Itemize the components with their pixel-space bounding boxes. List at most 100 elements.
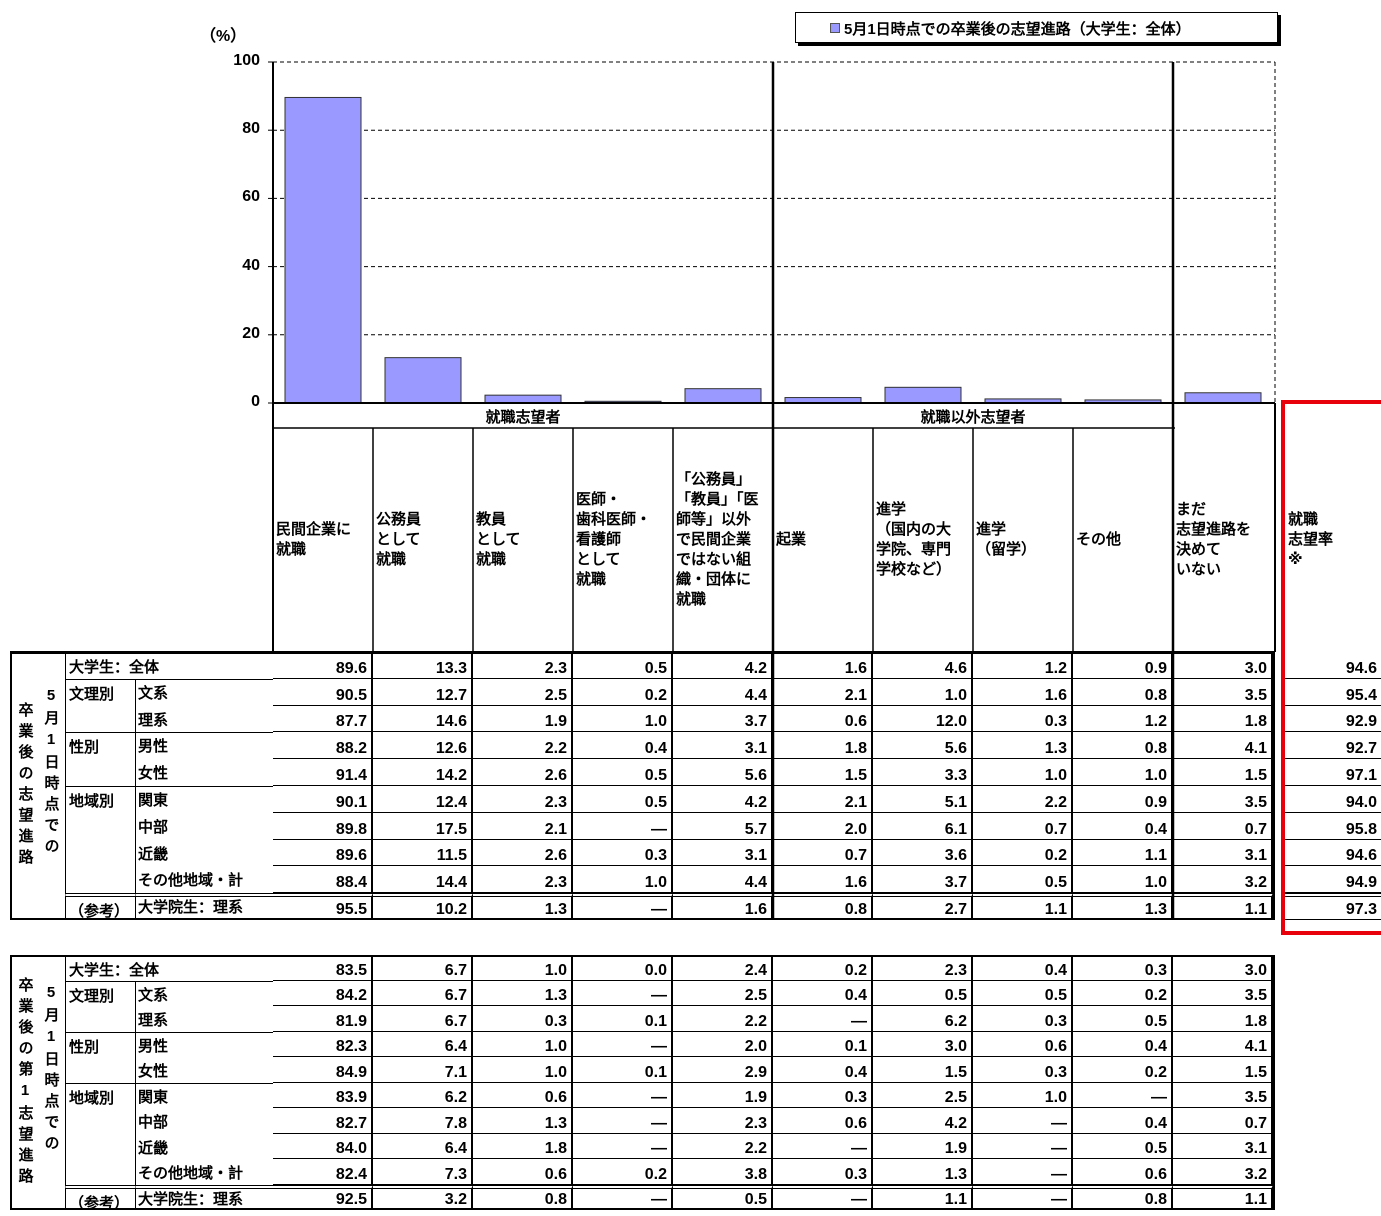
table-cell: 0.7 [973,812,1073,840]
row-label: 男性 [138,1037,169,1055]
row-label: 大学院生：理系 [138,899,244,917]
table-cell: 6.7 [373,955,473,981]
table-cell: 89.8 [273,812,373,840]
table-cell: 3.1 [673,839,773,867]
table-cell: 2.1 [473,812,573,840]
table-cell: 2.5 [673,980,773,1006]
table-cell: — [573,1108,673,1134]
table-cell: 2.6 [473,839,573,867]
table-cell: 3.0 [1173,955,1273,981]
table-cell: — [573,1082,673,1108]
table-cell: 1.9 [873,1133,973,1159]
table-cell: 1.0 [973,759,1073,786]
table-cell: 1.3 [1073,893,1173,920]
table-cell: 1.1 [973,893,1073,920]
table-frame [10,955,1275,1210]
table-cell: 92.9 [1285,706,1381,733]
table-cell: 3.1 [1173,839,1273,867]
table-cell: 4.1 [1173,1031,1273,1057]
table-cell: 4.2 [673,652,773,679]
table-cell: 0.3 [773,1082,873,1108]
highlight-box [1281,400,1381,935]
table-cell: 82.4 [273,1159,373,1185]
table-cell: 1.6 [773,652,873,679]
table-cell: 0.1 [573,1006,673,1032]
table-cell: 2.3 [473,652,573,679]
row-label: その他地域・計 [138,1165,244,1182]
table-cell: 14.4 [373,866,473,894]
row-label: その他地域・計 [138,872,244,890]
table-cell: 1.0 [473,1031,573,1057]
y-axis-label: （%） [200,28,247,45]
table-cell: 1.9 [473,705,573,733]
table-cell: 82.3 [273,1031,373,1057]
table-cell: 3.5 [1173,786,1273,813]
table-cell: 0.8 [1073,732,1173,760]
row-group: 文理別 [65,678,135,733]
table-cell: 0.2 [1073,1057,1173,1083]
table-cell: — [973,1159,1073,1185]
row-group: 大学生：全体 [65,652,273,679]
table-cell: 1.1 [1173,893,1273,920]
table-cell: 88.2 [273,732,373,760]
table-cell: 1.1 [873,1184,973,1210]
y-tick-label: 40 [242,256,260,274]
table-cell: 3.7 [673,705,773,733]
table-cell: 4.1 [1173,732,1273,760]
column-header: その他 [1076,531,1122,548]
column-header: まだ 志望進路を 決めて いない [1176,501,1252,578]
table-cell: 92.5 [273,1184,373,1210]
table-cell: 3.5 [1173,1082,1273,1108]
table-cell: 95.5 [273,893,373,920]
table-cell: 3.1 [673,732,773,760]
table-cell: — [773,1006,873,1032]
legend-swatch [830,23,840,33]
table-cell: 1.2 [973,652,1073,679]
table-cell: 0.3 [773,1159,873,1185]
table-cell: 89.6 [273,839,373,867]
row-label: 理系 [138,711,169,729]
row-group: 地域別 [65,786,135,894]
table-cell: 0.6 [473,1082,573,1108]
table-cell: 1.5 [1173,1057,1273,1083]
table-cell: 0.8 [473,1184,573,1210]
row-group: 性別 [65,1031,135,1083]
table-cell: 3.2 [1173,1159,1273,1185]
table-cell: 4.4 [673,678,773,706]
table-cell: 1.1 [1173,1184,1273,1210]
row-group-frame [135,678,273,733]
table-cell: 1.8 [473,1133,573,1159]
table-cell: 12.6 [373,732,473,760]
table-cell: — [973,1184,1073,1210]
side-label: 卒業後の第1志望進路 [16,976,34,1189]
table-cell: 3.8 [673,1159,773,1185]
table-cell: 0.4 [573,732,673,760]
bar [284,96,362,404]
row-group: 大学生：全体 [65,955,273,981]
table-cell: 2.3 [473,866,573,894]
table-cell: 10.2 [373,893,473,920]
table-cell: 0.2 [573,1159,673,1185]
row-label: 近畿 [138,1139,169,1157]
table-cell: 84.0 [273,1133,373,1159]
table-cell: 1.5 [773,759,873,786]
table-cell: 0.6 [773,705,873,733]
table-cell: 1.0 [473,955,573,981]
table-cell: 2.5 [473,678,573,706]
table-cell: 94.9 [1285,866,1381,894]
table-cell: 4.6 [873,652,973,679]
legend-label: 5月1日時点での卒業後の志望進路（大学生：全体） [844,21,1191,38]
row-label: 中部 [138,1114,169,1131]
table-cell: 0.0 [573,955,673,981]
row-group-frame [135,1031,273,1083]
table-cell: 3.0 [873,1031,973,1057]
table-cell: 82.7 [273,1108,373,1134]
table-cell: 0.5 [873,980,973,1006]
table-cell: 83.5 [273,955,373,981]
table-cell: 0.4 [773,1057,873,1083]
table-cell: 5.6 [673,759,773,786]
table-cell: 97.1 [1285,759,1381,786]
row-label: 理系 [138,1012,169,1029]
table-cell: 3.6 [873,839,973,867]
table-cell: 0.2 [1073,980,1173,1006]
